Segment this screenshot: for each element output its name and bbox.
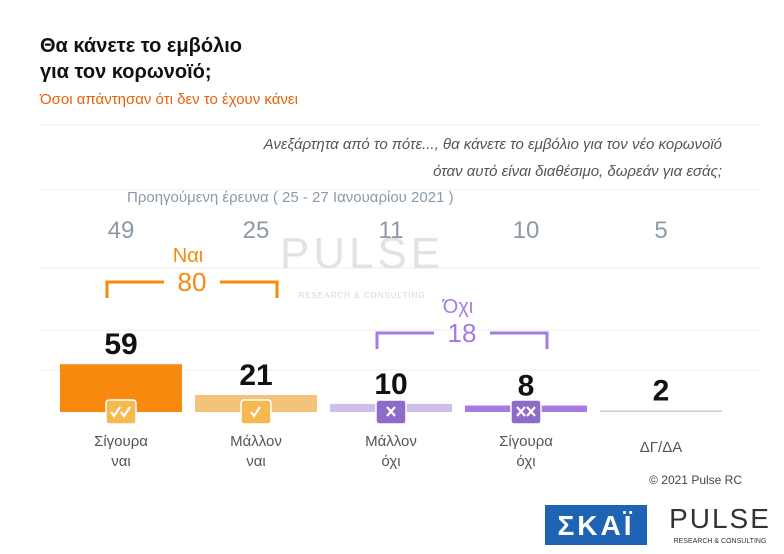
icon-glyph: [386, 406, 396, 417]
category-label: Σίγουρα: [94, 433, 148, 450]
previous-value: 11: [379, 217, 404, 244]
previous-label: Προηγούμενη έρευνα ( 25 - 27 Ιανουαρίου …: [127, 189, 454, 206]
group-name: Ναι: [173, 245, 203, 267]
value-label: 8: [518, 370, 535, 403]
bar: [600, 410, 722, 412]
icon: [105, 399, 137, 425]
previous-value: 49: [108, 217, 135, 244]
value-label: 2: [653, 374, 670, 407]
value-label: 21: [239, 359, 272, 392]
category-label: Σίγουρα: [499, 433, 553, 450]
group-bracket: [375, 331, 549, 349]
logo: PULSE: [669, 503, 771, 534]
category-label: όχι: [381, 453, 400, 470]
previous-value: 5: [654, 217, 667, 244]
title-line: για τον κορωνοϊό;: [40, 61, 212, 83]
icon: [240, 399, 272, 425]
icon-glyph: [250, 406, 261, 418]
watermark: PULSE: [280, 229, 444, 278]
category-label: ναι: [111, 453, 131, 470]
copyright: © 2021 Pulse RC: [649, 473, 742, 487]
icon-box: [510, 399, 542, 425]
previous-value: 10: [513, 217, 540, 244]
icon-glyph: [516, 406, 526, 417]
icon-glyph: [110, 406, 121, 418]
title-line: Θα κάνετε το εμβόλιο: [40, 35, 242, 57]
value-label: 10: [374, 368, 407, 401]
subtitle: Όσοι απάντησαν ότι δεν το έχουν κάνει: [39, 91, 298, 108]
watermark-sub: RESEARCH & CONSULTING: [298, 291, 425, 300]
value-label: 59: [104, 328, 137, 361]
category-label: ΔΓ/ΔΑ: [640, 439, 682, 456]
icon-glyph: [120, 406, 131, 418]
logo-box: [545, 505, 647, 545]
icon-glyph: [526, 406, 536, 417]
question-line: όταν αυτό είναι διαθέσιμο, δωρεάν για εσ…: [433, 163, 722, 180]
group-name: Όχι: [442, 296, 473, 318]
category-label: όχι: [516, 453, 535, 470]
question-line: Ανεξάρτητα από το πότε..., θα κάνετε το …: [263, 136, 722, 153]
category-label: Μάλλον: [365, 433, 417, 450]
logo-sub: RESEARCH & CONSULTING: [674, 538, 767, 545]
previous-value: 25: [243, 217, 270, 244]
category-label: Μάλλον: [230, 433, 282, 450]
category-label: ναι: [246, 453, 266, 470]
logo: ΣΚΑΪ: [557, 510, 634, 541]
group-value: 18: [448, 318, 477, 348]
group-value: 80: [178, 267, 207, 297]
group-bracket: [105, 280, 279, 298]
icon: [510, 399, 542, 425]
icon: [375, 399, 407, 425]
